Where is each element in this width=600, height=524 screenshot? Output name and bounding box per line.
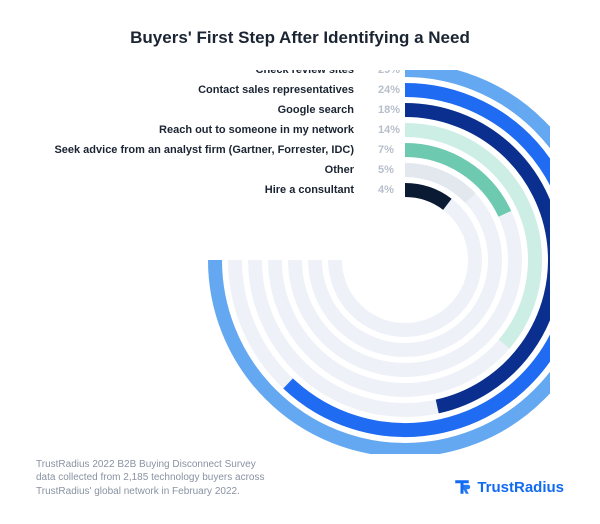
row-label: Contact sales representatives (198, 84, 354, 96)
row-pct: 14% (378, 124, 400, 136)
trustradius-icon (453, 478, 471, 496)
row-pct: 7% (378, 144, 394, 156)
row-pct: 4% (378, 184, 394, 196)
chart-container: { "title": "Buyers' First Step After Ide… (0, 0, 600, 524)
radial-chart: Check review sites 29% Contact sales repre… (50, 70, 550, 454)
row-label: Other (325, 164, 355, 176)
row-label: Reach out to someone in my network (159, 124, 355, 136)
chart-title: Buyers' First Step After Identifying a N… (0, 28, 600, 48)
row-label: Hire a consultant (265, 184, 355, 196)
row-pct: 29% (378, 70, 400, 76)
brand-logo: TrustRadius (453, 478, 564, 496)
row-pct: 24% (378, 84, 400, 96)
footnote: TrustRadius 2022 B2B Buying Disconnect S… (36, 458, 264, 499)
data-arc (405, 190, 447, 204)
ghost-arc (335, 190, 475, 330)
row-label: Google search (278, 104, 355, 116)
row-label: Seek advice from an analyst firm (Gartne… (54, 144, 354, 156)
row-pct: 18% (378, 104, 400, 116)
row-label: Check review sites (256, 70, 354, 76)
row-pct: 5% (378, 164, 394, 176)
brand-name: TrustRadius (477, 479, 564, 496)
